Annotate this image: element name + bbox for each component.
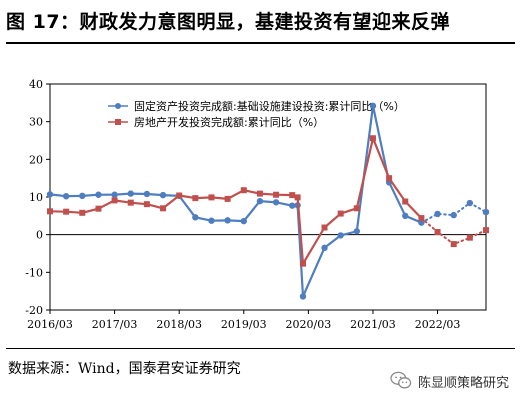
x-tick-label: 2021/03 [350, 318, 396, 331]
data-point-realestate [466, 234, 473, 241]
data-point-realestate [386, 175, 393, 182]
data-point-infra [482, 208, 490, 216]
data-point-realestate [192, 195, 199, 202]
data-point-realestate [289, 192, 296, 199]
data-point-realestate [369, 135, 376, 142]
data-point-realestate [353, 205, 360, 212]
data-point-infra [62, 193, 70, 200]
data-point-realestate [79, 209, 86, 216]
data-point-realestate [434, 229, 441, 236]
y-tick-label: -10 [25, 266, 43, 279]
data-point-realestate [240, 187, 247, 194]
legend-marker-realestate [115, 119, 121, 125]
data-point-infra [208, 217, 215, 224]
x-tick-label: 2018/03 [156, 318, 202, 331]
line-chart: 固定资产投资完成额:基础设施建设投资:累计同比（%） 房地产开发投资完成额:累计… [25, 78, 490, 331]
title-divider [6, 42, 515, 44]
data-point-infra [299, 293, 307, 300]
data-point-realestate [224, 195, 231, 202]
data-point-realestate [256, 190, 263, 197]
data-point-infra [224, 217, 231, 224]
data-point-infra [79, 192, 86, 200]
data-point-infra [240, 217, 247, 225]
y-tick-label: 30 [29, 116, 43, 129]
y-tick-label: 20 [29, 153, 43, 166]
data-point-infra [127, 190, 134, 197]
data-point-realestate [127, 199, 134, 206]
data-point-realestate [111, 197, 118, 204]
legend-label-infra: 固定资产投资完成额:基础设施建设投资:累计同比（%） [134, 99, 405, 113]
footer-divider [6, 348, 515, 349]
data-point-infra [289, 202, 296, 209]
data-point-realestate [47, 208, 53, 215]
chart-legend: 固定资产投资完成额:基础设施建设投资:累计同比（%） 房地产开发投资完成额:累计… [108, 99, 405, 129]
data-point-realestate [337, 210, 344, 217]
data-point-infra [46, 191, 54, 198]
legend-label-realestate: 房地产开发投资完成额:累计同比（%） [134, 115, 324, 129]
data-point-infra [434, 210, 441, 218]
data-point-realestate [299, 260, 306, 267]
data-point-infra [353, 228, 361, 235]
data-point-infra [321, 244, 328, 252]
y-tick-label: 10 [29, 191, 43, 204]
data-point-infra [111, 191, 118, 198]
x-tick-label: 2017/03 [92, 318, 138, 331]
data-point-realestate [450, 241, 457, 248]
data-point-realestate [294, 194, 301, 201]
series-line-infra [49, 104, 422, 298]
x-tick-label: 2022/03 [415, 318, 461, 331]
data-point-infra [272, 199, 280, 206]
data-point-infra [337, 232, 344, 239]
data-point-infra [369, 102, 377, 110]
data-point-realestate [63, 208, 70, 215]
legend-marker-infra [115, 103, 121, 109]
data-point-infra [143, 190, 151, 198]
data-point-realestate [95, 205, 102, 212]
data-point-infra [95, 191, 102, 198]
y-tick-label: 0 [36, 229, 43, 242]
data-point-infra [450, 211, 457, 219]
data-point-realestate [208, 194, 215, 201]
y-tick-label: 40 [29, 78, 43, 91]
watermark-text: 陈显顺策略研究 [417, 375, 509, 391]
data-point-realestate [483, 227, 489, 234]
plot-area: -20 -10 0 10 20 30 40 2016/03 2017/03 2018/03 2019… [25, 78, 490, 331]
data-point-infra [466, 199, 474, 207]
y-tick-label: -20 [25, 304, 43, 317]
page-title: 图 17：财政发力意图明显，基建投资有望迎来反弹 [6, 11, 451, 33]
data-point-realestate [143, 201, 150, 208]
source-note: 数据来源：Wind，国泰君安证券研究 [8, 361, 241, 377]
data-point-realestate [273, 191, 280, 198]
data-point-realestate [402, 198, 409, 205]
data-point-infra [192, 214, 199, 221]
data-point-infra [402, 212, 409, 220]
x-tick-label: 2019/03 [221, 318, 267, 331]
data-point-realestate [176, 192, 183, 199]
x-tick-label: 2016/03 [27, 318, 73, 331]
forecast-line-realestate [420, 217, 487, 246]
x-tick-label: 2020/03 [286, 318, 332, 331]
data-point-infra [159, 191, 167, 199]
data-point-realestate [418, 215, 425, 222]
watermark: 陈显顺策略研究 [390, 370, 509, 392]
wechat-icon [390, 371, 412, 389]
data-point-realestate [321, 224, 328, 231]
data-point-infra [256, 197, 264, 205]
data-point-realestate [160, 205, 167, 212]
